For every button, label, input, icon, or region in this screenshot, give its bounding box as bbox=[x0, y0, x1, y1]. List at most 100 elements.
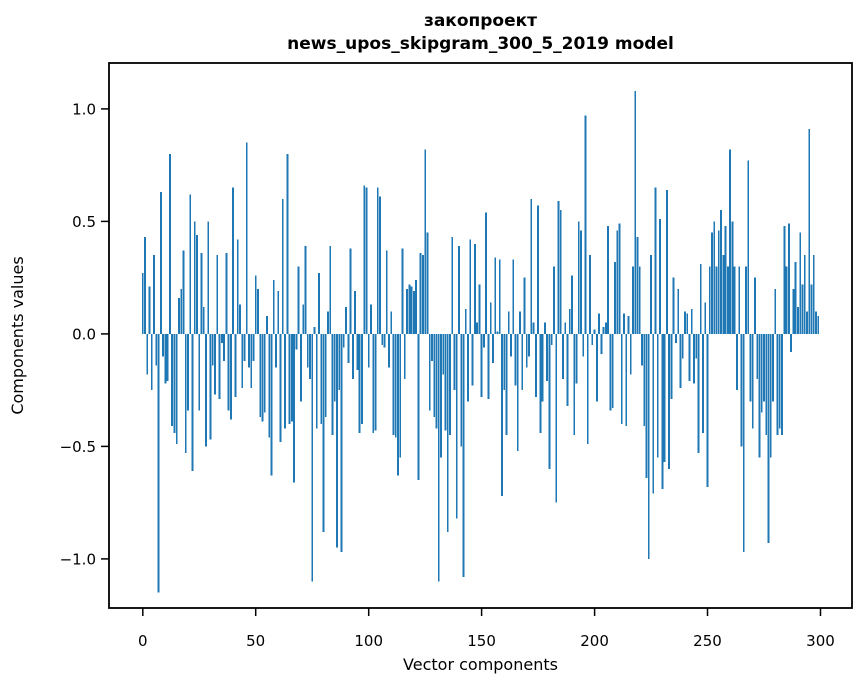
bar bbox=[437, 333, 440, 582]
bar bbox=[586, 333, 589, 445]
bar bbox=[397, 333, 399, 476]
bar bbox=[629, 333, 632, 375]
bar bbox=[146, 333, 149, 375]
bar bbox=[351, 333, 354, 379]
bar bbox=[361, 333, 363, 424]
bar bbox=[455, 333, 458, 519]
bar bbox=[270, 333, 273, 476]
bar bbox=[489, 302, 492, 334]
bar bbox=[406, 288, 408, 334]
bar bbox=[580, 230, 582, 334]
axes-spines bbox=[108, 62, 853, 609]
bar bbox=[487, 333, 490, 400]
bar bbox=[250, 333, 253, 388]
bar bbox=[272, 279, 275, 334]
bar bbox=[641, 333, 643, 366]
bar bbox=[652, 333, 655, 494]
bar bbox=[259, 333, 262, 418]
bar bbox=[598, 313, 601, 334]
bar bbox=[751, 333, 754, 429]
bar bbox=[178, 297, 180, 334]
bar bbox=[320, 333, 323, 424]
x-tick-label: 200 bbox=[580, 632, 609, 650]
bar bbox=[345, 306, 347, 334]
bar bbox=[383, 333, 386, 348]
bar bbox=[799, 232, 802, 334]
bar bbox=[604, 322, 607, 334]
bar bbox=[600, 333, 603, 355]
bar bbox=[473, 243, 476, 334]
bar bbox=[690, 309, 693, 334]
bar bbox=[568, 309, 571, 334]
bar bbox=[754, 277, 756, 334]
bar bbox=[675, 333, 677, 343]
bar bbox=[347, 333, 350, 364]
bar bbox=[647, 333, 650, 559]
y-tick-label: 0.0 bbox=[72, 325, 96, 343]
bar bbox=[747, 160, 750, 334]
bar bbox=[589, 255, 591, 334]
bar bbox=[670, 333, 673, 400]
bar bbox=[358, 333, 361, 433]
bar bbox=[367, 333, 370, 368]
bar bbox=[609, 333, 612, 411]
bar bbox=[815, 311, 817, 334]
bar bbox=[196, 234, 198, 334]
bar bbox=[354, 291, 357, 334]
bar bbox=[525, 333, 528, 368]
x-tick-label: 150 bbox=[467, 632, 496, 650]
bar bbox=[435, 333, 438, 429]
bar bbox=[306, 333, 309, 368]
bar bbox=[702, 333, 704, 433]
bar bbox=[150, 333, 153, 391]
bar bbox=[421, 255, 424, 334]
bar bbox=[564, 322, 567, 334]
bar bbox=[740, 333, 743, 447]
bar bbox=[467, 333, 469, 402]
bar bbox=[173, 333, 176, 433]
bar bbox=[286, 153, 289, 334]
bar bbox=[731, 221, 734, 334]
bar bbox=[774, 288, 777, 334]
bar bbox=[327, 311, 329, 334]
bar bbox=[507, 311, 510, 334]
bar bbox=[300, 333, 302, 402]
bar bbox=[184, 333, 187, 454]
bar bbox=[765, 333, 768, 436]
bar bbox=[645, 333, 648, 478]
bar bbox=[677, 288, 680, 334]
chart-title-line1: закопроект bbox=[424, 11, 537, 31]
bar bbox=[236, 239, 239, 334]
bar bbox=[738, 266, 741, 334]
bar bbox=[342, 333, 345, 348]
bar bbox=[794, 261, 797, 334]
bar bbox=[216, 255, 219, 334]
bar bbox=[679, 333, 682, 388]
bar bbox=[803, 255, 806, 334]
bar bbox=[157, 333, 160, 593]
bar bbox=[695, 333, 698, 359]
bar bbox=[681, 333, 684, 359]
bar bbox=[808, 129, 811, 334]
bar bbox=[187, 333, 189, 411]
bar bbox=[218, 333, 221, 400]
bar bbox=[232, 187, 235, 334]
bar bbox=[480, 333, 483, 397]
bar bbox=[234, 333, 237, 397]
axis-ticks: 0 50 100 150 200 250 300 1.0 0.5 0.0 −0.5 −1.0 bbox=[60, 100, 835, 650]
bar bbox=[148, 286, 151, 334]
bar bbox=[211, 333, 214, 366]
bar bbox=[293, 333, 296, 483]
bar bbox=[711, 232, 713, 334]
bar bbox=[433, 333, 436, 418]
bar bbox=[792, 288, 795, 334]
x-tick-label: 50 bbox=[246, 632, 265, 650]
y-axis-label: Components values bbox=[8, 256, 27, 414]
bar bbox=[806, 311, 808, 334]
bar bbox=[464, 309, 467, 334]
bar bbox=[162, 333, 165, 357]
bar bbox=[336, 333, 338, 548]
bar bbox=[659, 219, 661, 334]
bar bbox=[444, 333, 447, 431]
bar bbox=[394, 333, 397, 438]
